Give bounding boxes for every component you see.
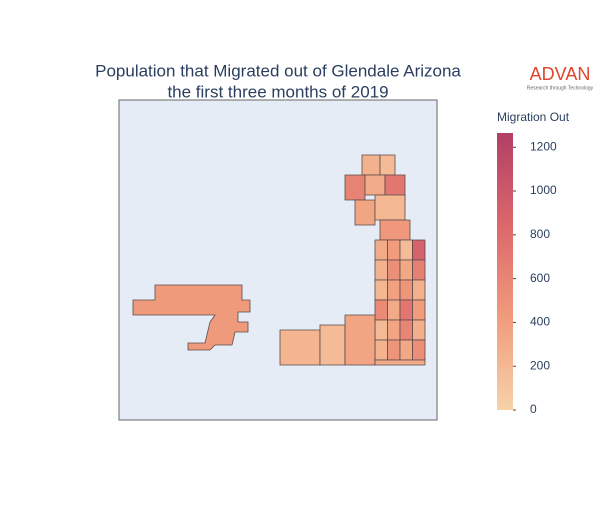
region — [379, 154, 396, 176]
region — [399, 319, 413, 341]
region — [412, 319, 426, 341]
colorbar — [497, 133, 513, 410]
title-line: Population that Migrated out of Glendale… — [95, 61, 461, 80]
colorbar-title: Migration Out — [497, 110, 570, 124]
colorbar-tick-label: 400 — [530, 315, 550, 329]
region — [374, 194, 406, 221]
colorbar-tick-label: 600 — [530, 271, 550, 285]
region — [319, 324, 346, 366]
colorbar-tick-label: 200 — [530, 358, 550, 372]
region — [374, 319, 388, 341]
region — [374, 339, 388, 361]
region — [387, 259, 401, 281]
title-line: the first three months of 2019 — [167, 82, 388, 101]
region — [412, 279, 426, 301]
region — [279, 329, 321, 366]
region — [374, 279, 388, 301]
region — [399, 239, 413, 261]
region — [399, 299, 413, 321]
region — [387, 299, 401, 321]
region — [374, 259, 388, 281]
region — [374, 239, 388, 261]
region — [387, 239, 401, 261]
region — [387, 319, 401, 341]
region — [354, 199, 376, 226]
region — [361, 154, 381, 176]
region — [387, 339, 401, 361]
colorbar-tick-label: 1000 — [530, 183, 557, 197]
region — [374, 359, 426, 366]
region — [379, 219, 411, 241]
region — [412, 259, 426, 281]
region — [412, 239, 426, 261]
logo: ADVAN — [530, 64, 591, 84]
region — [344, 314, 376, 366]
colorbar-tick-label: 800 — [530, 227, 550, 241]
region — [364, 174, 386, 196]
region — [412, 299, 426, 321]
region — [399, 259, 413, 281]
region — [132, 284, 251, 351]
region — [387, 279, 401, 301]
region — [344, 174, 366, 201]
region — [374, 299, 388, 321]
region — [412, 339, 426, 361]
colorbar-tick-label: 0 — [530, 402, 537, 416]
region — [399, 279, 413, 301]
colorbar-tick-label: 1200 — [530, 139, 557, 153]
region — [399, 339, 413, 361]
logo-tagline: Research through Technology — [527, 85, 594, 91]
